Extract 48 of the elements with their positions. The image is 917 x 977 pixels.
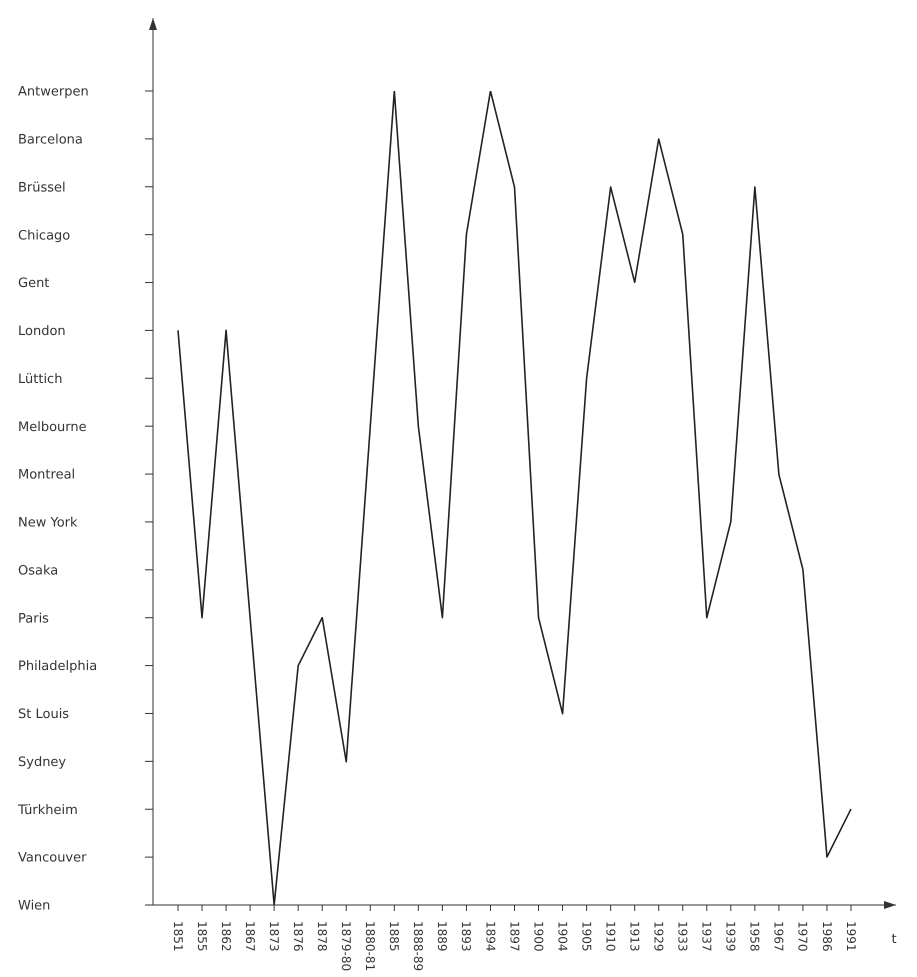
x-tick-label: 1904 bbox=[555, 921, 570, 952]
x-tick-label: 1929 bbox=[652, 921, 666, 952]
x-tick-label: 1958 bbox=[748, 921, 762, 952]
x-axis-title: t bbox=[891, 932, 897, 947]
category-label: Sydney bbox=[18, 754, 66, 770]
category-label: Gent bbox=[18, 276, 50, 292]
category-label: Montreal bbox=[18, 468, 76, 483]
x-tick-label: 1986 bbox=[820, 921, 834, 952]
category-label: Paris bbox=[18, 611, 49, 626]
category-label: Wien bbox=[18, 898, 50, 914]
x-tick-label: 1897 bbox=[507, 921, 522, 952]
category-label: Melbourne bbox=[18, 420, 87, 435]
x-tick-label: 1878 bbox=[315, 921, 330, 952]
category-label: Brüssel bbox=[18, 180, 66, 196]
category-label: London bbox=[18, 324, 66, 340]
x-tick-label: 1889 bbox=[435, 921, 450, 952]
x-tick-label: 1855 bbox=[194, 921, 209, 952]
x-tick-label: 1970 bbox=[796, 921, 810, 952]
x-tick-label: 1900 bbox=[531, 921, 546, 952]
x-tick-label: 1939 bbox=[724, 921, 738, 952]
x-tick-label: 1885 bbox=[387, 921, 402, 952]
category-label: Barcelona bbox=[18, 132, 83, 148]
x-tick-label: 1894 bbox=[483, 921, 498, 952]
x-tick-label: 1933 bbox=[676, 921, 690, 952]
x-tick-label: 1880-81 bbox=[363, 921, 378, 972]
category-label: St Louis bbox=[18, 707, 70, 722]
x-tick-label: 1905 bbox=[579, 921, 594, 952]
x-tick-label: 1910 bbox=[603, 921, 618, 952]
category-label: Osaka bbox=[18, 563, 58, 578]
category-label: Vancouver bbox=[18, 850, 86, 866]
x-tick-label: 1873 bbox=[266, 921, 281, 952]
category-label: Chicago bbox=[18, 228, 70, 244]
x-tick-label: 1893 bbox=[459, 921, 474, 952]
x-tick-label: 1888-89 bbox=[411, 921, 426, 972]
x-tick-label: 1862 bbox=[218, 921, 233, 952]
x-tick-label: 1937 bbox=[700, 921, 714, 952]
x-tick-label: 1913 bbox=[627, 921, 642, 952]
x-tick-label: 1867 bbox=[242, 921, 257, 952]
x-tick-label: 1851 bbox=[170, 921, 185, 952]
category-label: Türkheim bbox=[18, 802, 78, 818]
category-label: Lüttich bbox=[18, 372, 62, 387]
category-label: Philadelphia bbox=[18, 659, 98, 674]
x-tick-label: 1991 bbox=[844, 921, 858, 952]
x-tick-label: 1967 bbox=[772, 921, 786, 952]
category-label: New York bbox=[18, 516, 78, 531]
x-tick-label: 1879-80 bbox=[339, 921, 354, 972]
x-tick-label: 1876 bbox=[290, 921, 305, 952]
category-label: Antwerpen bbox=[18, 84, 89, 100]
